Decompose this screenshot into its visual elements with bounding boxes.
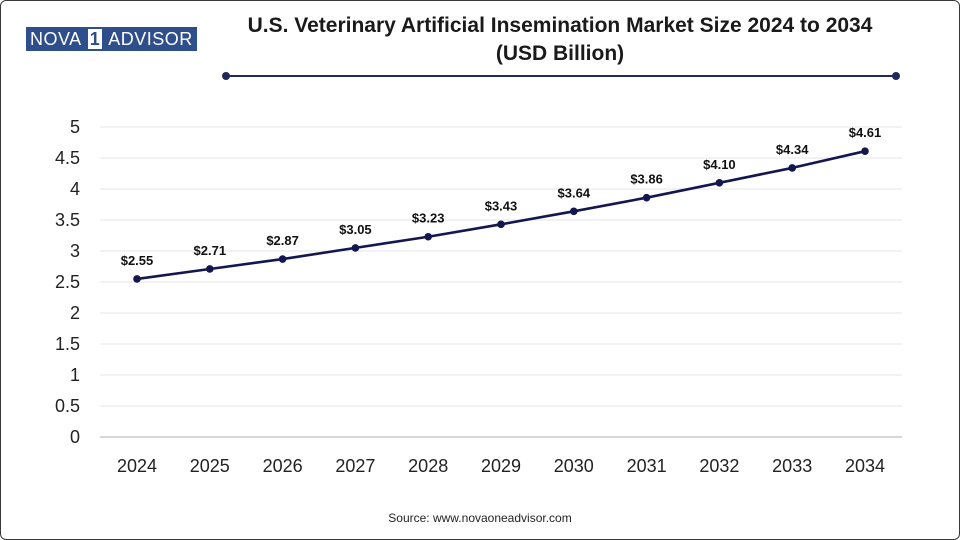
data-point [788,164,796,172]
data-label: $2.71 [194,243,227,258]
x-tick-label: 2025 [190,456,230,476]
x-tick-label: 2024 [117,456,157,476]
x-tick-label: 2029 [481,456,521,476]
title-underline-right-dot [892,72,900,80]
data-point [351,244,360,252]
data-point [424,232,433,241]
x-tick-label: 2030 [554,456,594,476]
source-note: Source: www.novaoneadvisor.com [388,511,572,525]
data-point [497,220,505,229]
logo-nova-text: NOVA [26,27,86,51]
y-tick-label: 5 [70,117,80,137]
series-market-size [133,147,869,283]
title-underline-left-dot [222,72,230,80]
grid-lines [100,126,902,407]
data-point [278,255,287,263]
y-tick-label: 3 [70,241,80,261]
chart-title: U.S. Veterinary Artificial Insemination … [247,14,873,65]
data-label: $2.55 [121,253,154,268]
data-label: $2.87 [266,233,299,248]
y-tick-label: 4.5 [55,148,80,168]
logo-advisor-text: ADVISOR [104,27,197,51]
title-underline [228,75,896,77]
data-labels: $2.55 $2.71 $2.87 $3.05 $3.23 $3.43 $3.64 $3.86… [121,125,882,268]
data-label: $3.23 [412,211,445,226]
data-label: $3.43 [485,198,518,213]
data-label: $4.34 [776,142,809,157]
y-tick-label: 2 [70,303,80,323]
y-tick-label: 0.5 [55,396,80,416]
brand-logo: NOVA 1 ADVISOR [26,27,197,51]
x-tick-label: 2033 [772,456,812,476]
x-tick-label: 2027 [335,456,375,476]
data-label: $4.10 [703,157,736,172]
data-point [570,207,578,216]
x-tick-label: 2031 [627,456,667,476]
y-tick-label: 0 [70,427,80,447]
data-label: $3.64 [558,185,591,200]
series-line [136,149,866,281]
x-tick-label: 2034 [845,456,885,476]
x-axis-ticks: 2024 2025 2026 2027 2028 2029 2030 2031 2032 2033… [117,456,885,476]
x-tick-label: 2032 [699,456,739,476]
x-tick-label: 2026 [263,456,303,476]
data-label: $3.05 [339,222,372,237]
y-tick-label: 3.5 [55,210,80,230]
logo-one-mark: 1 [85,27,105,51]
data-point [861,147,869,155]
y-tick-label: 2.5 [55,272,80,292]
y-tick-label: 4 [70,179,80,199]
data-point [715,179,724,187]
y-tick-label: 1.5 [55,334,80,354]
data-label: $3.86 [630,172,663,187]
data-point [206,265,214,273]
y-tick-label: 1 [70,365,80,385]
data-point [642,193,651,202]
y-axis-ticks: 0 0.5 1 1.5 2 2.5 3 3.5 4 4.5 5 [55,117,80,447]
data-label: $4.61 [849,125,882,140]
data-point [133,275,141,283]
x-tick-label: 2028 [408,456,448,476]
